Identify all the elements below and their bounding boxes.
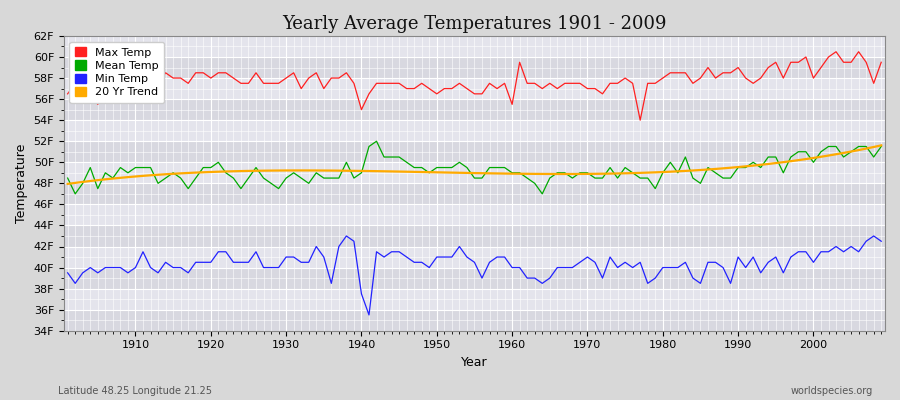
Bar — [64, 289, 885, 310]
Text: Latitude 48.25 Longitude 21.25: Latitude 48.25 Longitude 21.25 — [58, 386, 212, 396]
Bar — [64, 310, 885, 331]
X-axis label: Year: Year — [461, 356, 488, 369]
Bar — [64, 120, 885, 141]
Title: Yearly Average Temperatures 1901 - 2009: Yearly Average Temperatures 1901 - 2009 — [283, 15, 667, 33]
Bar — [64, 183, 885, 204]
Bar — [64, 57, 885, 78]
Y-axis label: Temperature: Temperature — [15, 144, 28, 223]
Bar — [64, 204, 885, 226]
Bar — [64, 226, 885, 246]
Bar — [64, 99, 885, 120]
Bar — [64, 78, 885, 99]
Text: worldspecies.org: worldspecies.org — [791, 386, 873, 396]
Bar — [64, 36, 885, 57]
Bar — [64, 162, 885, 183]
Bar — [64, 246, 885, 268]
Legend: Max Temp, Mean Temp, Min Temp, 20 Yr Trend: Max Temp, Mean Temp, Min Temp, 20 Yr Tre… — [69, 42, 164, 103]
Bar — [64, 141, 885, 162]
Bar — [64, 268, 885, 289]
